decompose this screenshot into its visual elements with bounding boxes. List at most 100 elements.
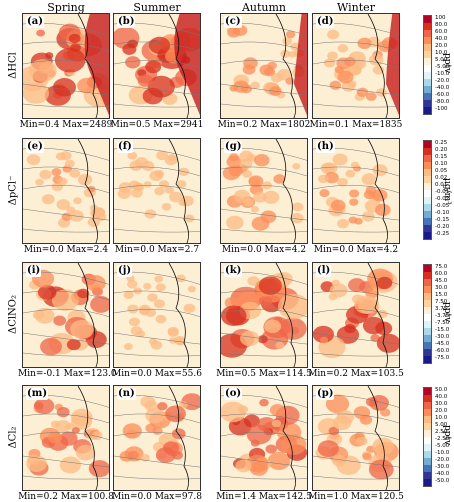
panel-stats: Min=1.4 Max=142.5 — [216, 492, 312, 502]
map-panel: (g) — [220, 138, 308, 244]
colorbar-segment — [424, 437, 431, 444]
colorbar-tick: 30.0 — [435, 401, 448, 407]
province-boundary — [221, 83, 307, 96]
colorbar-tick: -10.0 — [435, 71, 450, 77]
concentration-patch — [290, 212, 304, 224]
panel-label: (l) — [316, 265, 332, 277]
panel-stats: Min=1.0 Max=120.5 — [308, 492, 404, 502]
row-label: ΔHCl — [7, 52, 19, 79]
concentration-patch — [184, 214, 195, 223]
coastline — [77, 139, 98, 243]
concentration-patch — [285, 30, 296, 39]
province-boundary — [23, 309, 109, 318]
concentration-patch — [70, 319, 94, 339]
province-boundary — [221, 41, 307, 52]
panel-stats: Min=0.4 Max=2489 — [18, 120, 114, 130]
concentration-patch — [349, 198, 359, 206]
colorbar-segment — [424, 65, 431, 72]
concentration-patch — [187, 285, 196, 293]
concentration-patch — [164, 186, 174, 194]
concentration-patch — [140, 454, 150, 462]
map-field — [23, 14, 109, 118]
concentration-patch — [69, 210, 84, 222]
panel-label: (h) — [316, 141, 335, 153]
concentration-patch — [344, 56, 356, 67]
colorbar-tick: 7.50 — [435, 299, 448, 305]
colorbar-tick: 5.00 — [435, 422, 448, 428]
colorbar-segment — [424, 356, 431, 363]
concentration-patch — [75, 444, 96, 461]
panel-label: (c) — [224, 16, 242, 28]
coastline — [168, 14, 189, 118]
province-boundary — [114, 185, 200, 194]
concentration-patch — [50, 420, 61, 428]
concentration-patch — [59, 456, 81, 474]
province-boundary — [114, 166, 200, 177]
colorbar-segment — [424, 204, 431, 211]
concentration-patch — [154, 186, 165, 196]
colorbar-tick: 3.75 — [435, 306, 448, 312]
colorbar-tick: 60.0 — [435, 29, 448, 35]
colorbar-tick: -45.0 — [435, 341, 450, 347]
concentration-patch — [40, 337, 62, 356]
colorbar-tick: -0.25 — [435, 231, 450, 237]
concentration-patch — [275, 341, 285, 350]
concentration-patch — [132, 182, 143, 191]
map-field — [221, 386, 307, 490]
concentration-patch — [329, 283, 348, 298]
colorbar-segment — [424, 395, 431, 402]
province-boundary — [313, 228, 399, 233]
concentration-patch — [77, 77, 97, 94]
min-value: Min=0.5 — [110, 120, 151, 130]
concentration-patch — [54, 47, 86, 73]
max-value: Max=123.0 — [63, 369, 117, 379]
concentration-patch — [23, 82, 49, 104]
coastal-band — [386, 14, 399, 116]
concentration-patch — [141, 160, 155, 171]
colorbar-tick: -10.0 — [435, 450, 450, 456]
map-field — [221, 263, 307, 367]
concentration-patch — [369, 395, 389, 411]
colorbar-segment — [424, 451, 431, 458]
panel-stats: Min=0.0 Max=4.2 — [308, 245, 404, 255]
colorbar-unit: pptv — [442, 302, 452, 323]
map-field — [313, 14, 399, 118]
panel-stats: Min=0.2 Max=1802 — [216, 120, 312, 130]
panel-stats: Min=0.0 Max=55.6 — [109, 369, 205, 379]
max-value: Max=97.8 — [154, 492, 202, 502]
concentration-patch — [155, 283, 166, 292]
province-boundary — [313, 290, 399, 301]
concentration-patch — [69, 169, 81, 178]
colorbar-segment — [424, 458, 431, 465]
colorbar-segment — [424, 16, 431, 23]
row-label: ΔpCl⁻ — [7, 175, 19, 206]
concentration-patch — [332, 415, 352, 431]
province-boundary — [313, 208, 399, 221]
colorbar-segment — [424, 300, 431, 307]
concentration-patch — [239, 158, 253, 170]
min-value: Min=0.0 — [221, 245, 262, 255]
concentration-patch — [145, 407, 165, 424]
colorbar-tick: -3.75 — [435, 313, 450, 319]
row-label: ΔClNO₂ — [7, 294, 19, 335]
colorbar-tick: -30.0 — [435, 464, 450, 470]
colorbar-tick: -100 — [435, 106, 448, 112]
province-boundary — [23, 475, 109, 480]
colorbar-tick: 40.0 — [435, 36, 448, 42]
colorbar-segment — [424, 409, 431, 416]
map-field — [114, 386, 200, 490]
concentration-patch — [56, 199, 71, 211]
concentration-patch — [259, 398, 269, 407]
concentration-patch — [271, 419, 282, 428]
concentration-patch — [59, 431, 78, 446]
concentration-patch — [331, 454, 347, 467]
panel-stats: Min=0.1 Max=1835 — [308, 120, 404, 130]
concentration-patch — [226, 155, 242, 168]
concentration-patch — [242, 170, 253, 178]
concentration-patch — [36, 29, 46, 37]
colorbar-segment — [424, 37, 431, 44]
concentration-patch — [348, 216, 358, 224]
concentration-patch — [183, 303, 196, 314]
concentration-patch — [348, 278, 366, 293]
season-header: Summer — [133, 1, 181, 14]
